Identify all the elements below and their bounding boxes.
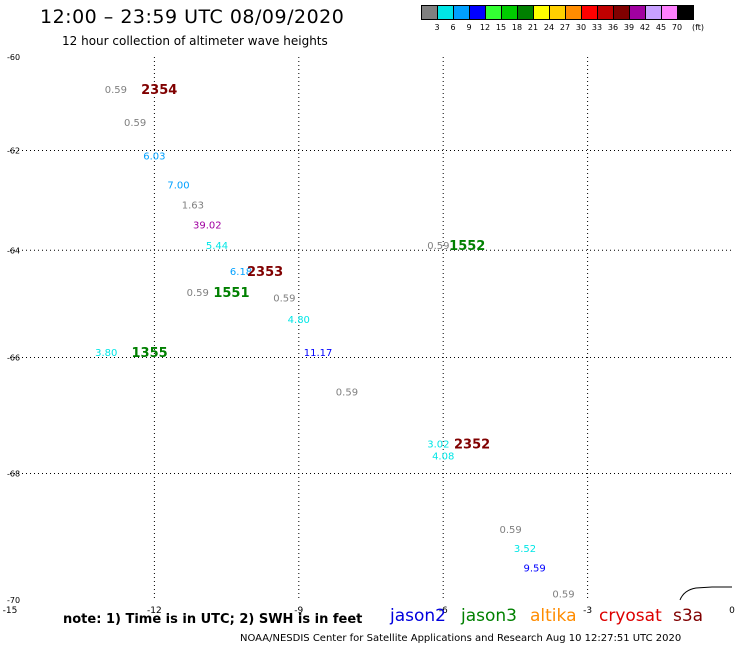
latitude-tick-label: -68	[7, 470, 20, 479]
color-scale-label: 36	[607, 23, 619, 32]
color-scale-labels: 3 6 9 12 15 18 21 24 27 30 33 36 39 42 45 70 (ft)	[422, 23, 740, 35]
wave-height-label: 9.59	[524, 563, 546, 574]
wave-height-label: 3.80	[95, 348, 117, 359]
wave-height-label: 0.59	[105, 85, 127, 96]
longitude-tick-label: -9	[294, 606, 303, 616]
latitude-tick-label: -62	[7, 146, 20, 155]
satellite-legend-cryosat: cryosat	[599, 606, 662, 626]
wave-height-label: 6.03	[143, 151, 165, 162]
pass-time-label: 2353	[247, 265, 283, 280]
color-scale-label: 12	[479, 23, 491, 32]
wave-height-label: 4.80	[288, 315, 310, 326]
satellite-legend-jason3: jason3	[461, 606, 517, 626]
latitude-tick-label: -64	[7, 246, 20, 255]
color-scale-label: 9	[466, 23, 472, 32]
color-scale-label: 70	[671, 23, 683, 32]
map-title: 12:00 – 23:59 UTC 08/09/2020	[40, 6, 345, 28]
longitude-tick-label: -15	[3, 606, 18, 616]
wave-height-label: 0.59	[552, 589, 574, 600]
wave-height-label: 0.59	[499, 525, 521, 536]
wave-height-label: 0.59	[336, 387, 358, 398]
pass-time-label: 2354	[141, 83, 177, 98]
coastline	[679, 586, 732, 601]
wave-height-label: 7.00	[167, 181, 189, 192]
pass-time-label: 1552	[449, 239, 485, 254]
color-scale-label: 30	[575, 23, 587, 32]
pass-time-label: 1355	[131, 346, 167, 361]
satellite-legend-s3a: s3a	[673, 606, 704, 626]
latitude-tick-label: -70	[7, 596, 20, 605]
wave-height-label: 0.59	[124, 118, 146, 129]
latitude-tick-label: -60	[7, 53, 20, 62]
credit-line: NOAA/NESDIS Center for Satellite Applica…	[240, 633, 682, 644]
longitude-tick-label: -6	[439, 606, 448, 616]
color-scale-label: 21	[527, 23, 539, 32]
longitude-tick-label: -12	[147, 606, 162, 616]
wave-height-label: 3.02	[427, 440, 449, 451]
color-scale-swatch	[677, 5, 694, 20]
pass-time-label: 2352	[454, 438, 490, 453]
wave-height-label: 5.44	[206, 241, 228, 252]
wave-height-label: 3.52	[514, 544, 536, 555]
wave-height-label: 0.59	[427, 241, 449, 252]
map-subtitle: 12 hour collection of altimeter wave hei…	[62, 34, 328, 48]
color-scale-label: 24	[543, 23, 555, 32]
pass-time-label: 1551	[213, 286, 249, 301]
color-scale-label: 39	[623, 23, 635, 32]
wave-height-label: 0.59	[273, 294, 295, 305]
color-scale-legend: 3 6 9 12 15 18 21 24 27 30 33 36 39 42 45 70 (ft)	[421, 5, 704, 32]
satellite-legend-altika: altika	[530, 606, 577, 626]
wave-height-label: 0.59	[187, 288, 209, 299]
color-scale-label: 33	[591, 23, 603, 32]
color-scale-label: 3	[434, 23, 440, 32]
color-scale-label: 27	[559, 23, 571, 32]
wave-height-label: 6.18	[230, 267, 252, 278]
color-scale-swatches	[421, 5, 694, 20]
units-note: note: 1) Time is in UTC; 2) SWH is in fe…	[63, 612, 363, 627]
wave-height-label: 4.08	[432, 451, 454, 462]
color-scale-label: 18	[511, 23, 523, 32]
latitude-tick-label: -66	[7, 354, 20, 363]
color-scale-unit: (ft)	[691, 23, 705, 32]
color-scale-label: 15	[495, 23, 507, 32]
longitude-tick-label: 0	[729, 606, 735, 616]
satellite-legend-jason2: jason2	[390, 606, 446, 626]
wave-height-label: 1.63	[182, 201, 204, 212]
wave-height-label: 39.02	[193, 221, 222, 232]
color-scale-label: 42	[639, 23, 651, 32]
color-scale-label: 6	[450, 23, 456, 32]
color-scale-label: 45	[655, 23, 667, 32]
longitude-tick-label: -3	[583, 606, 592, 616]
wave-height-label: 11.17	[304, 348, 333, 359]
